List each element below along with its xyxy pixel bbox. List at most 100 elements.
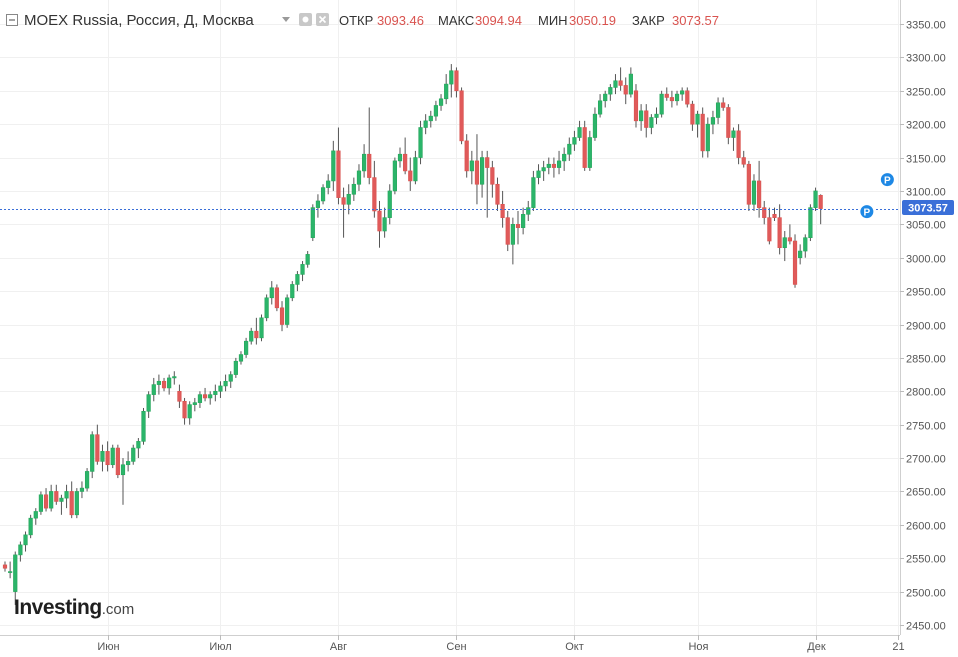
candle[interactable] <box>136 438 141 459</box>
candle[interactable] <box>336 127 341 205</box>
candle[interactable] <box>197 391 203 408</box>
candle[interactable] <box>695 110 700 138</box>
candle[interactable] <box>18 541 23 562</box>
candle[interactable] <box>361 144 367 178</box>
candle[interactable] <box>751 174 757 211</box>
chevron-down-icon[interactable] <box>282 17 290 22</box>
candle[interactable] <box>685 87 690 108</box>
candle[interactable] <box>582 120 587 171</box>
candle[interactable] <box>172 371 177 385</box>
candle[interactable] <box>782 231 787 262</box>
candle[interactable] <box>74 488 79 519</box>
candle[interactable] <box>177 384 182 408</box>
candle[interactable] <box>156 374 162 395</box>
candle[interactable] <box>454 67 459 98</box>
candle[interactable] <box>228 371 233 388</box>
candle[interactable] <box>567 137 572 161</box>
candle[interactable] <box>664 87 669 101</box>
candle[interactable] <box>418 120 423 165</box>
candle[interactable] <box>746 160 751 211</box>
candle[interactable] <box>115 444 120 479</box>
candle[interactable] <box>762 200 767 225</box>
candle[interactable] <box>120 458 126 505</box>
candle[interactable] <box>505 210 510 252</box>
candle[interactable] <box>613 74 618 95</box>
candle[interactable] <box>300 261 305 282</box>
candle[interactable] <box>423 114 428 135</box>
candle[interactable] <box>28 514 33 539</box>
candle[interactable] <box>608 84 613 101</box>
candle[interactable] <box>741 150 746 168</box>
event-markers[interactable]: PP <box>859 172 895 220</box>
candle[interactable] <box>310 204 315 242</box>
candle[interactable] <box>161 377 167 392</box>
candle[interactable] <box>710 110 716 135</box>
candle[interactable] <box>105 441 110 472</box>
candle[interactable] <box>392 157 397 195</box>
symbol-title[interactable]: MOEX Russia, Россия, Д, Москва <box>24 12 254 29</box>
candle[interactable] <box>59 494 64 515</box>
candle[interactable] <box>305 251 310 268</box>
candle[interactable] <box>721 97 726 111</box>
candle[interactable] <box>356 164 362 191</box>
candle[interactable] <box>562 147 567 171</box>
candle[interactable] <box>798 244 803 265</box>
candle[interactable] <box>151 377 156 402</box>
candle[interactable] <box>521 207 526 235</box>
candle[interactable] <box>669 90 674 108</box>
candle[interactable] <box>654 107 659 125</box>
candle[interactable] <box>680 87 685 101</box>
candles[interactable] <box>2 64 823 605</box>
candle[interactable] <box>238 351 244 365</box>
candle[interactable] <box>787 224 792 245</box>
candle[interactable] <box>413 150 418 185</box>
candle[interactable] <box>639 104 644 131</box>
candle[interactable] <box>254 317 259 345</box>
candle[interactable] <box>444 74 449 105</box>
candle[interactable] <box>490 160 495 198</box>
candle[interactable] <box>715 97 721 125</box>
candle[interactable] <box>182 397 187 425</box>
candle[interactable] <box>449 64 454 98</box>
candle[interactable] <box>367 107 372 185</box>
candle[interactable] <box>274 284 279 312</box>
candle[interactable] <box>387 184 392 225</box>
candle[interactable] <box>2 561 8 572</box>
candle[interactable] <box>526 200 531 221</box>
candle[interactable] <box>546 157 551 175</box>
candle[interactable] <box>33 508 38 525</box>
candle[interactable] <box>326 174 331 195</box>
candle[interactable] <box>100 444 105 472</box>
candle[interactable] <box>531 170 536 211</box>
candle[interactable] <box>167 374 172 395</box>
candle[interactable] <box>90 431 95 479</box>
candle[interactable] <box>218 381 223 398</box>
candle[interactable] <box>146 391 151 418</box>
candle[interactable] <box>126 451 131 472</box>
candle[interactable] <box>13 551 18 605</box>
candle[interactable] <box>813 187 818 211</box>
candle[interactable] <box>269 281 274 305</box>
candle[interactable] <box>659 90 664 118</box>
candle[interactable] <box>474 134 480 205</box>
candle[interactable] <box>572 130 577 151</box>
price-axis[interactable]: 3350.00 3300.00 3250.00 3200.00 3150.00 3100.… <box>900 20 946 633</box>
candle[interactable] <box>464 134 469 178</box>
candle[interactable] <box>223 374 228 392</box>
candle[interactable] <box>792 234 798 288</box>
candle[interactable] <box>541 160 546 181</box>
candle[interactable] <box>192 397 197 412</box>
candle[interactable] <box>577 120 582 141</box>
candle[interactable] <box>403 137 408 175</box>
candle[interactable] <box>315 194 321 218</box>
candle[interactable] <box>592 107 598 141</box>
candle[interactable] <box>485 150 490 218</box>
candle[interactable] <box>372 160 377 218</box>
candle[interactable] <box>438 94 444 111</box>
candle[interactable] <box>495 177 500 211</box>
candle[interactable] <box>8 561 13 579</box>
candle[interactable] <box>628 67 633 98</box>
candle[interactable] <box>469 150 474 185</box>
candle[interactable] <box>84 468 90 492</box>
candle[interactable] <box>202 387 208 402</box>
